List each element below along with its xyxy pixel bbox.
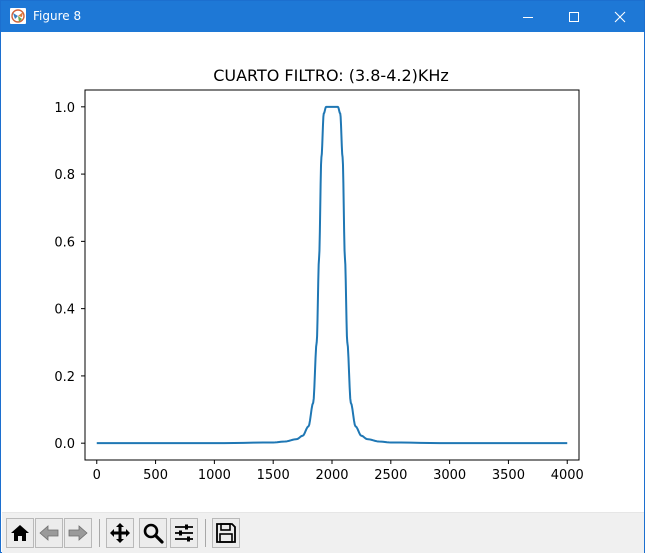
navigation-toolbar xyxy=(2,512,644,553)
x-tick-label: 1000 xyxy=(198,468,231,483)
y-axis: 0.0 0.2 0.4 0.6 0.8 1.0 xyxy=(54,101,85,452)
matplotlib-figure-icon xyxy=(10,8,26,24)
floppy-disk-icon xyxy=(216,523,236,543)
zoom-icon xyxy=(143,523,164,544)
x-tick-label: 1500 xyxy=(257,468,290,483)
series-line xyxy=(96,105,568,445)
y-tick-label: 0.8 xyxy=(54,168,75,183)
x-tick-label: 0 xyxy=(93,468,101,483)
home-icon xyxy=(11,525,29,541)
x-tick-label: 500 xyxy=(143,468,168,483)
x-tick-label: 3000 xyxy=(433,468,466,483)
minimize-icon xyxy=(523,16,533,18)
move-icon xyxy=(110,523,130,543)
sliders-icon xyxy=(175,524,193,542)
y-tick-label: 0.4 xyxy=(54,303,75,318)
x-tick-label: 4000 xyxy=(551,468,584,483)
back-arrow-icon xyxy=(39,525,59,541)
back-button[interactable] xyxy=(35,518,63,548)
title-bar[interactable]: Figure 8 xyxy=(1,1,644,32)
x-tick-label: 2000 xyxy=(315,468,348,483)
home-button[interactable] xyxy=(6,518,34,548)
y-tick-label: 1.0 xyxy=(54,101,75,116)
x-tick-label: 2500 xyxy=(374,468,407,483)
minimize-button[interactable] xyxy=(505,1,551,32)
maximize-icon xyxy=(569,11,579,22)
window-title: Figure 8 xyxy=(33,9,82,23)
plot-area xyxy=(84,89,580,461)
toolbar-separator xyxy=(99,519,100,547)
figure-canvas[interactable]: CUARTO FILTRO: (3.8-4.2)KHz 0 500 1000 1500… xyxy=(2,32,644,512)
toolbar-separator xyxy=(205,519,206,547)
maximize-button[interactable] xyxy=(551,1,597,32)
close-button[interactable] xyxy=(597,1,643,32)
forward-arrow-icon xyxy=(68,525,88,541)
zoom-button[interactable] xyxy=(139,518,167,548)
configure-subplots-button[interactable] xyxy=(170,518,198,548)
y-tick-label: 0.2 xyxy=(54,370,75,385)
forward-button[interactable] xyxy=(64,518,92,548)
x-axis: 0 500 1000 1500 2000 2500 3000 3500 4000 xyxy=(93,460,584,483)
chart-title: CUARTO FILTRO: (3.8-4.2)KHz xyxy=(213,66,449,85)
x-tick-label: 3500 xyxy=(492,468,525,483)
pan-button[interactable] xyxy=(106,518,134,548)
save-button[interactable] xyxy=(212,518,240,548)
y-tick-label: 0.0 xyxy=(54,437,75,452)
y-tick-label: 0.6 xyxy=(54,235,75,250)
close-icon xyxy=(614,11,626,22)
line-chart: CUARTO FILTRO: (3.8-4.2)KHz 0 500 1000 1500… xyxy=(54,66,584,483)
